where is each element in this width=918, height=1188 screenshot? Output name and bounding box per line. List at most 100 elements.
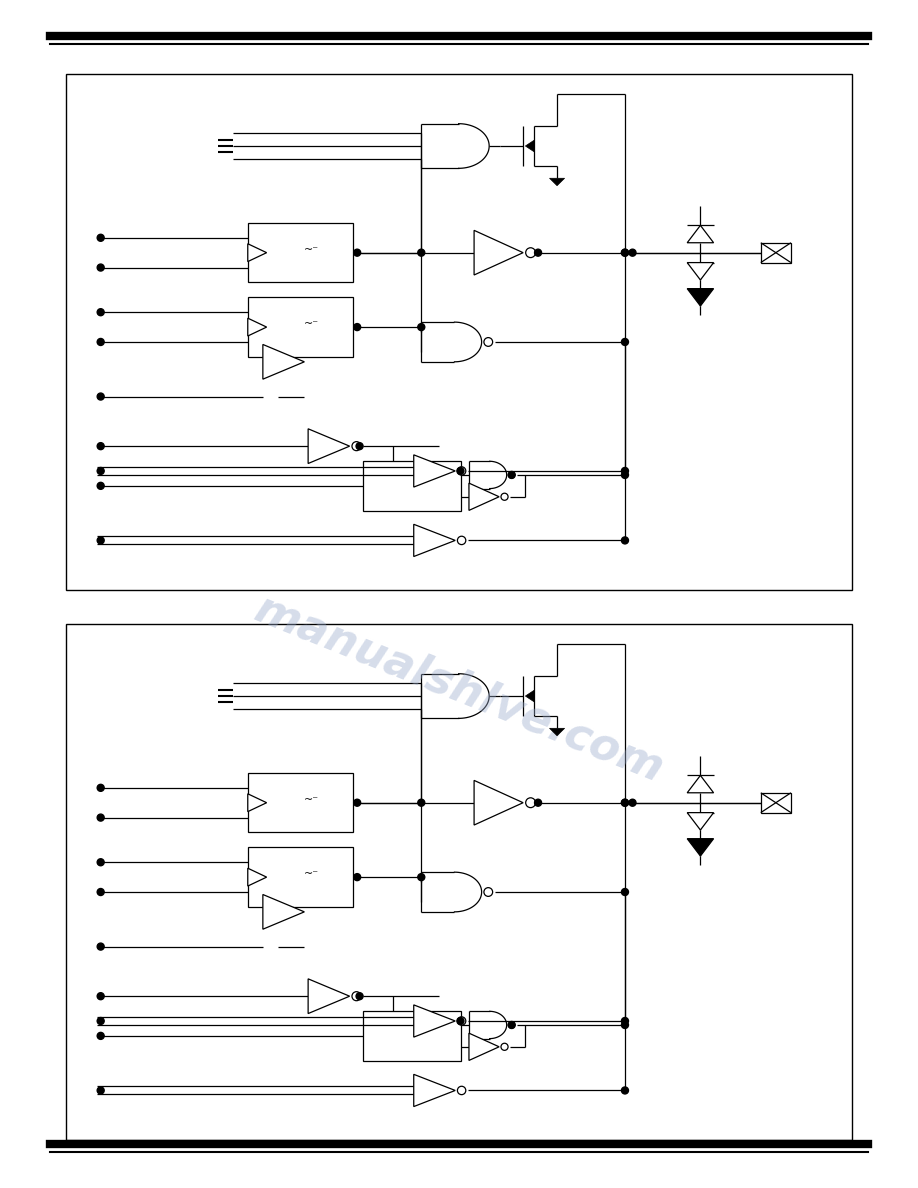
- Polygon shape: [688, 813, 713, 830]
- Circle shape: [418, 249, 425, 257]
- Circle shape: [534, 800, 542, 807]
- Circle shape: [621, 467, 629, 474]
- Circle shape: [457, 1017, 465, 1025]
- Circle shape: [484, 887, 493, 897]
- Circle shape: [621, 1022, 629, 1029]
- Circle shape: [97, 393, 104, 400]
- Circle shape: [97, 859, 104, 866]
- Circle shape: [457, 1017, 464, 1024]
- Polygon shape: [248, 794, 266, 811]
- Polygon shape: [474, 781, 523, 824]
- Text: manualshlve.com: manualshlve.com: [248, 587, 670, 791]
- Circle shape: [484, 337, 493, 347]
- Circle shape: [418, 323, 425, 330]
- Circle shape: [509, 472, 515, 479]
- Bar: [761, 242, 791, 263]
- Circle shape: [621, 249, 629, 257]
- Polygon shape: [688, 289, 713, 307]
- Circle shape: [509, 472, 515, 479]
- Circle shape: [534, 249, 542, 257]
- Circle shape: [509, 1022, 515, 1029]
- Polygon shape: [248, 868, 266, 886]
- Bar: [248, 847, 353, 906]
- Circle shape: [97, 309, 104, 316]
- Circle shape: [457, 1086, 465, 1094]
- Polygon shape: [550, 178, 565, 185]
- Circle shape: [501, 493, 508, 500]
- Circle shape: [629, 249, 636, 257]
- Circle shape: [97, 537, 104, 544]
- Text: ~⁻: ~⁻: [304, 320, 319, 329]
- Polygon shape: [525, 690, 534, 702]
- Circle shape: [621, 800, 629, 807]
- Polygon shape: [263, 345, 305, 379]
- Text: ~⁻: ~⁻: [304, 795, 319, 804]
- Circle shape: [97, 482, 104, 489]
- Circle shape: [457, 467, 465, 475]
- Polygon shape: [550, 728, 565, 735]
- Circle shape: [418, 800, 425, 807]
- Circle shape: [352, 992, 361, 1000]
- Circle shape: [621, 1017, 629, 1024]
- Bar: [364, 1011, 462, 1061]
- Polygon shape: [414, 1074, 455, 1106]
- Bar: [248, 297, 353, 356]
- Circle shape: [353, 249, 361, 257]
- Circle shape: [621, 249, 629, 257]
- Polygon shape: [688, 226, 713, 242]
- Circle shape: [97, 784, 104, 791]
- Circle shape: [629, 800, 636, 807]
- Circle shape: [97, 1087, 104, 1094]
- Circle shape: [353, 800, 361, 807]
- Circle shape: [97, 814, 104, 821]
- Circle shape: [97, 1032, 104, 1040]
- Circle shape: [97, 339, 104, 346]
- Circle shape: [353, 323, 361, 330]
- Text: ~⁻: ~⁻: [304, 870, 319, 879]
- Circle shape: [356, 993, 364, 999]
- Polygon shape: [469, 1034, 499, 1061]
- Circle shape: [621, 537, 629, 544]
- Circle shape: [97, 993, 104, 999]
- Circle shape: [97, 467, 104, 474]
- Circle shape: [526, 798, 535, 808]
- Polygon shape: [474, 230, 523, 274]
- Circle shape: [97, 1017, 104, 1024]
- Circle shape: [97, 889, 104, 896]
- Bar: [761, 792, 791, 813]
- Circle shape: [97, 943, 104, 950]
- Bar: [248, 223, 353, 283]
- Bar: [66, 624, 852, 1140]
- Polygon shape: [414, 1005, 455, 1037]
- Bar: [66, 74, 852, 590]
- Polygon shape: [248, 244, 266, 261]
- Circle shape: [621, 889, 629, 896]
- Circle shape: [621, 1087, 629, 1094]
- Circle shape: [526, 248, 535, 258]
- Circle shape: [352, 442, 361, 450]
- Circle shape: [621, 339, 629, 346]
- Circle shape: [457, 536, 465, 544]
- Polygon shape: [414, 524, 455, 556]
- Circle shape: [418, 873, 425, 880]
- Polygon shape: [688, 839, 713, 857]
- Circle shape: [621, 800, 629, 807]
- Polygon shape: [688, 776, 713, 792]
- Circle shape: [97, 443, 104, 449]
- Circle shape: [97, 234, 104, 241]
- Circle shape: [353, 873, 361, 880]
- Bar: [248, 773, 353, 833]
- Circle shape: [501, 1043, 508, 1050]
- Circle shape: [621, 472, 629, 479]
- Polygon shape: [308, 429, 350, 463]
- Polygon shape: [469, 484, 499, 511]
- Polygon shape: [525, 140, 534, 152]
- Text: ~⁻: ~⁻: [304, 245, 319, 254]
- Circle shape: [509, 1022, 515, 1029]
- Circle shape: [97, 264, 104, 271]
- Bar: [364, 461, 462, 511]
- Polygon shape: [414, 455, 455, 487]
- Circle shape: [356, 443, 364, 449]
- Circle shape: [457, 467, 464, 474]
- Polygon shape: [688, 263, 713, 280]
